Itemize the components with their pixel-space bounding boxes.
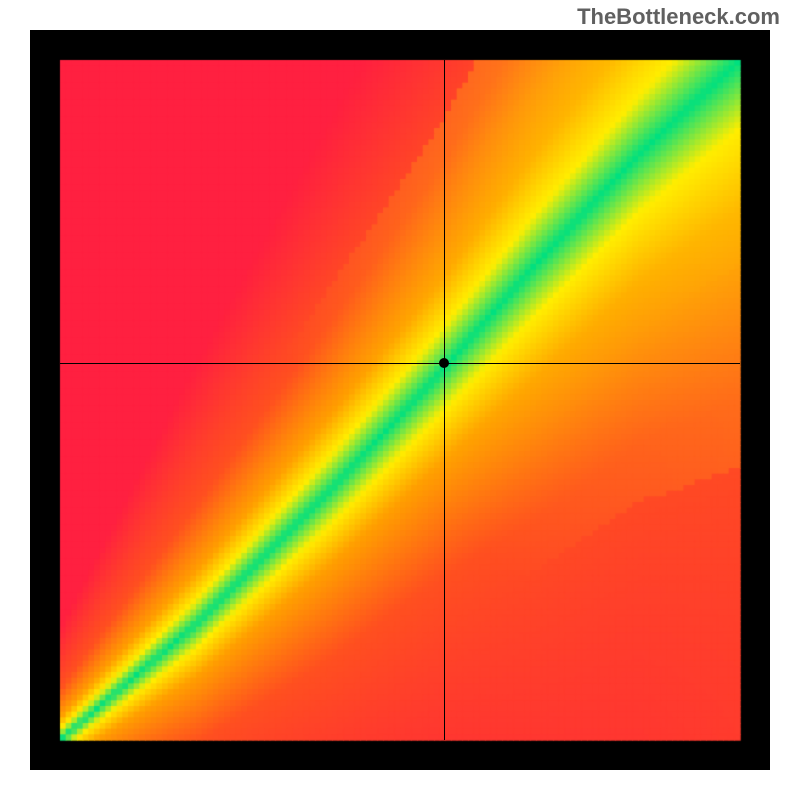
crosshair-horizontal [60,363,740,364]
marker-dot [439,358,449,368]
chart-area [30,30,770,770]
attribution-text: TheBottleneck.com [577,4,780,30]
heatmap-canvas [30,30,770,770]
crosshair-vertical [444,60,445,740]
chart-container: TheBottleneck.com [0,0,800,800]
